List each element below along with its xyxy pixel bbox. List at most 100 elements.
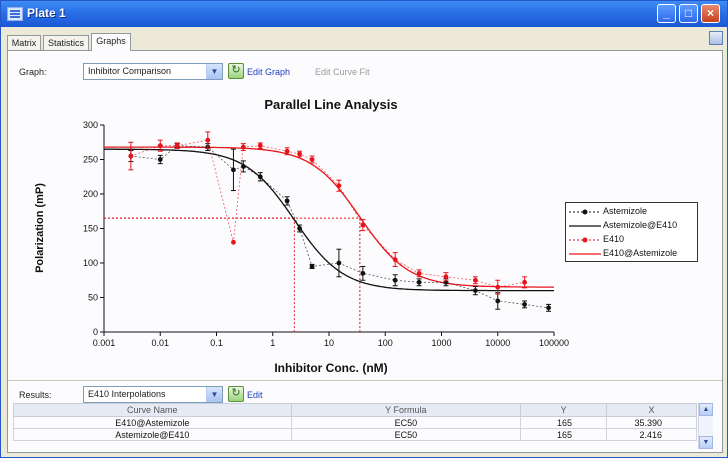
data-point [360,270,366,276]
y-tick-label: 300 [83,120,98,130]
table-header-row: Curve Name Y Formula Y X [13,403,697,417]
help-icon[interactable] [709,31,723,45]
data-point [157,157,163,162]
minimize-button[interactable]: _ [657,4,676,23]
close-button[interactable]: × [701,4,720,23]
data-point [257,143,263,149]
legend-label: E410@Astemizole [603,248,678,258]
x-tick-label: 1000 [431,338,451,348]
table-row[interactable]: Astemizole@E410 EC50 165 2.416 [13,428,697,441]
y-tick-label: 50 [88,293,98,303]
x-axis-label: Inhibitor Conc. (nM) [274,361,387,375]
data-point [240,144,246,150]
data-point [546,305,551,311]
data-point [472,288,478,293]
scroll-down-button[interactable]: ▼ [699,436,713,449]
cell-curve-name: Astemizole@E410 [13,428,292,441]
edit-curve-fit-link: Edit Curve Fit [315,67,370,77]
results-select[interactable]: E410 Interpolations ▼ [83,386,223,403]
window-title: Plate 1 [27,6,66,20]
chevron-down-icon: ▼ [206,64,222,79]
column-header-x[interactable]: X [606,403,697,417]
legend-label: Astemizole [603,206,648,216]
data-point [174,143,180,149]
plot-area: 0 50 100 150 200 250 300 0.001 0.01 0.1 1 10 100 1000… [83,120,569,348]
panel-divider [8,380,722,381]
data-point [309,157,315,162]
cell-y: 165 [520,416,608,429]
chevron-down-icon: ▼ [702,439,710,446]
data-point [392,257,398,262]
x-tick-label: 1 [270,338,275,348]
fit-curve [104,146,554,288]
data-point [416,279,422,285]
data-point [128,153,134,159]
column-header-y[interactable]: Y [520,403,608,417]
legend-symbol-astemizole-e410 [569,225,601,227]
x-tick-label: 0.01 [151,338,169,348]
tab-graphs[interactable]: Graphs [91,33,131,51]
cell-x: 35.390 [606,416,697,429]
chevron-down-icon: ▼ [206,387,222,402]
data-point [284,198,290,204]
legend-item-astemizole-e410: Astemizole@E410 [566,219,697,233]
data-point [309,264,315,269]
data-point [231,239,236,245]
results-label: Results: [19,390,52,400]
cell-y-formula: EC50 [290,416,522,429]
y-tick-label: 150 [83,224,98,234]
refresh-graph-button[interactable]: ↻ [228,63,244,79]
data-point [284,148,290,154]
cell-curve-name: E410@Astemizole [13,416,292,429]
chart-title: Parallel Line Analysis [264,97,397,112]
data-point [257,174,263,180]
chevron-up-icon: ▲ [702,406,710,413]
data-point [392,277,398,283]
data-point [495,284,501,290]
fit-curve [104,148,554,292]
legend-label: E410 [603,234,625,244]
data-point [495,298,501,304]
results-scrollbar[interactable]: ▲ ▼ [698,403,713,449]
cell-x: 2.416 [606,428,697,441]
data-point [472,277,478,283]
y-tick-label: 0 [93,327,98,337]
data-point [297,151,302,157]
data-point [443,274,449,280]
refresh-results-button[interactable]: ↻ [228,386,244,402]
table-row[interactable]: E410@Astemizole EC50 165 35.390 [13,416,697,429]
legend-item-astemizole: Astemizole [566,205,697,219]
tab-matrix[interactable]: Matrix [7,35,41,50]
scroll-up-button[interactable]: ▲ [699,403,713,416]
tab-statistics[interactable]: Statistics [43,35,89,50]
data-point [522,302,527,307]
y-axis-label: Polarization (mP) [34,183,46,273]
legend-symbol-e410 [569,237,601,243]
graph-select[interactable]: Inhibitor Comparison ▼ [83,63,223,80]
close-icon: × [706,6,714,20]
legend-item-e410-astemizole: E410@Astemizole [566,247,697,261]
legend-item-e410: E410 [566,233,697,247]
cell-y-formula: EC50 [290,428,522,441]
maximize-button[interactable]: □ [679,4,698,23]
column-header-curve-name[interactable]: Curve Name [13,403,292,417]
title-bar[interactable]: Plate 1 _ □ × [1,1,727,27]
legend-symbol-e410-astemizole [569,253,601,255]
refresh-icon: ↻ [231,387,241,399]
x-tick-label: 0.1 [210,338,223,348]
edit-graph-link[interactable]: Edit Graph [247,67,291,77]
series-line [130,139,525,288]
x-tick-label: 100 [378,338,393,348]
edit-results-link[interactable]: Edit [247,390,263,400]
data-point [231,167,236,173]
data-point [240,164,246,169]
data-point [157,143,163,149]
x-tick-label: 10000 [485,338,510,348]
data-point [297,226,302,231]
maximize-icon: □ [684,6,693,20]
column-header-y-formula[interactable]: Y Formula [290,403,522,417]
cell-y: 165 [520,428,608,441]
graph-label: Graph: [19,67,47,77]
